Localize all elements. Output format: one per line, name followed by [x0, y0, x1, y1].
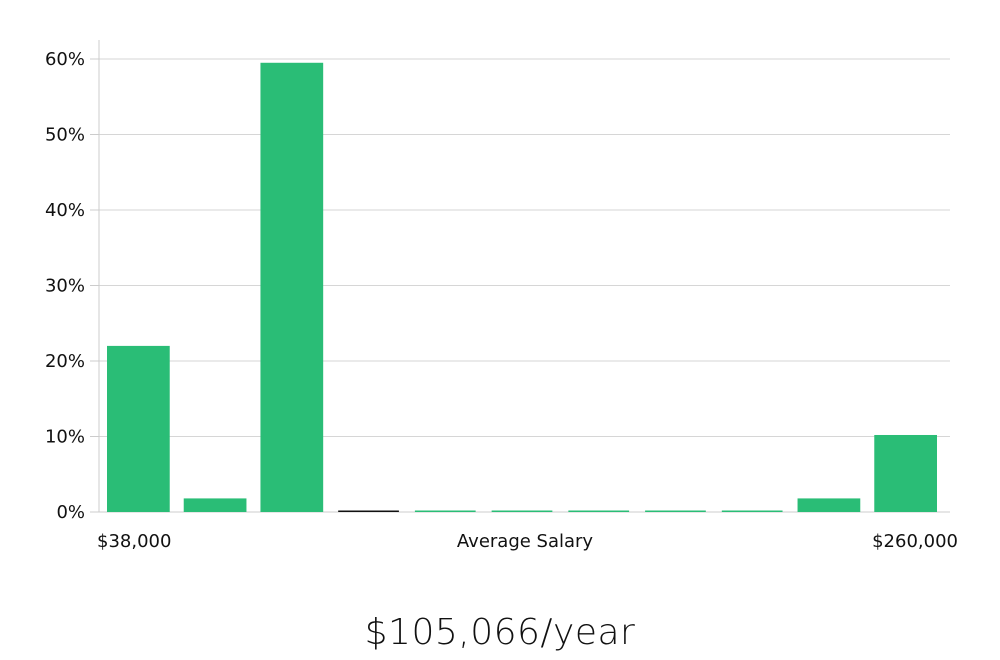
bar [183, 498, 247, 512]
bar [874, 434, 937, 512]
y-tick-label: 50% [45, 125, 85, 146]
gridlines [90, 58, 950, 513]
bar [338, 510, 399, 512]
bar [721, 510, 783, 512]
bars [107, 62, 937, 513]
bar [260, 62, 324, 513]
y-tick-label: 10% [45, 427, 85, 448]
bar [414, 510, 476, 512]
bar [645, 510, 706, 512]
y-tick-labels: 0% 10% 20% 30% 40% 50% 60% [45, 49, 85, 523]
bar [797, 498, 861, 512]
bar [491, 510, 553, 512]
y-tick-label: 40% [45, 200, 85, 221]
y-tick-label: 20% [45, 351, 85, 372]
y-tick-label: 60% [45, 49, 85, 70]
bar [568, 510, 630, 512]
x-min-label: $38,000 [97, 531, 171, 552]
bar [107, 345, 170, 512]
x-max-label: $260,000 [872, 531, 958, 552]
salary-histogram: 0% 10% 20% 30% 40% 50% 60% $38,000 Average Sal… [45, 40, 958, 552]
x-axis-title: Average Salary [457, 531, 594, 552]
average-salary-value: $105,066/year [364, 612, 636, 653]
y-tick-label: 0% [56, 502, 85, 523]
y-tick-label: 30% [45, 276, 85, 297]
